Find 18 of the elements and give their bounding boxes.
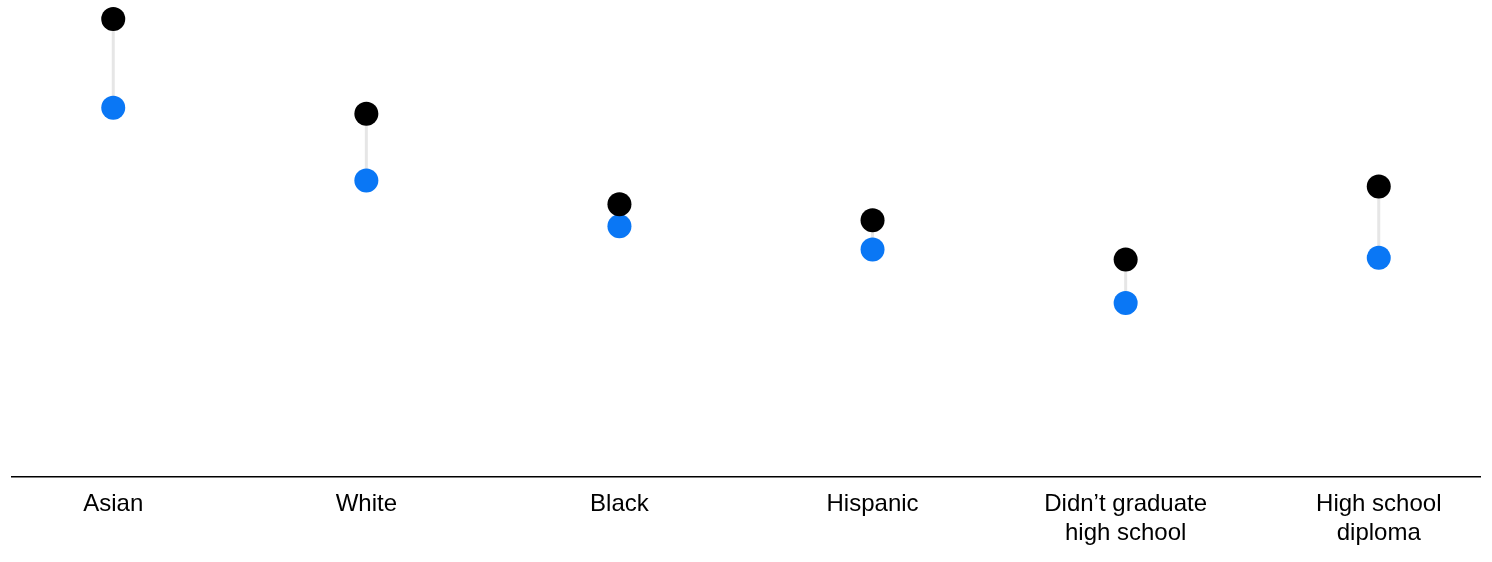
point xyxy=(354,101,379,126)
point xyxy=(1113,291,1138,316)
x-tick-label: High school diploma xyxy=(1316,489,1442,546)
point xyxy=(101,7,126,31)
point xyxy=(354,168,379,193)
point xyxy=(860,237,885,262)
x-tick-label: Hispanic xyxy=(826,489,919,517)
x-tick-label: Didn’t graduate high school xyxy=(1044,489,1208,546)
point xyxy=(607,214,632,239)
point xyxy=(101,95,126,120)
point xyxy=(860,208,885,233)
x-tick-label: Asian xyxy=(83,489,144,517)
point xyxy=(1366,174,1391,199)
point xyxy=(607,192,632,217)
point xyxy=(1113,247,1138,272)
x-tick-label: White xyxy=(335,489,398,517)
point xyxy=(1366,245,1391,270)
x-tick-label: Black xyxy=(590,489,650,517)
